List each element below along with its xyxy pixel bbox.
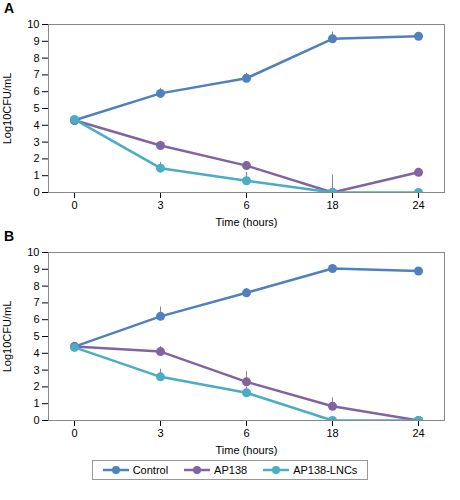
svg-text:4: 4	[33, 119, 39, 131]
svg-text:8: 8	[33, 280, 39, 292]
svg-text:5: 5	[33, 102, 39, 114]
svg-text:Time (hours): Time (hours)	[216, 216, 278, 228]
svg-text:9: 9	[33, 35, 39, 47]
svg-text:4: 4	[33, 347, 39, 359]
svg-text:3: 3	[33, 364, 39, 376]
svg-text:2: 2	[33, 380, 39, 392]
svg-text:9: 9	[33, 263, 39, 275]
svg-text:10: 10	[27, 246, 39, 258]
html-text:AP138: AP138	[214, 464, 248, 476]
svg-text:7: 7	[33, 296, 39, 308]
svg-text:0: 0	[33, 414, 39, 426]
svg-text:0: 0	[71, 427, 77, 439]
svg-text:7: 7	[33, 68, 39, 80]
svg-text:1: 1	[33, 397, 39, 409]
html-text:B: B	[4, 228, 15, 244]
html-text:AP138-LNCs: AP138-LNCs	[293, 464, 358, 476]
svg-text:2: 2	[33, 152, 39, 164]
svg-text:18: 18	[326, 199, 338, 211]
html-text:Control: Control	[132, 464, 169, 476]
svg-text:3: 3	[157, 199, 163, 211]
svg-text:Log10CFU/mL: Log10CFU/mL	[1, 301, 13, 373]
svg-text:0: 0	[71, 199, 77, 211]
svg-text:3: 3	[157, 427, 163, 439]
svg-text:Time (hours): Time (hours)	[216, 444, 278, 456]
svg-text:6: 6	[33, 313, 39, 325]
html-text:A: A	[4, 0, 15, 16]
svg-text:24: 24	[412, 427, 424, 439]
svg-text:Log10CFU/mL: Log10CFU/mL	[1, 73, 13, 145]
svg-text:18: 18	[326, 427, 338, 439]
svg-text:3: 3	[33, 136, 39, 148]
svg-text:5: 5	[33, 330, 39, 342]
svg-text:8: 8	[33, 52, 39, 64]
svg-text:6: 6	[33, 85, 39, 97]
svg-text:0: 0	[33, 186, 39, 198]
svg-text:24: 24	[412, 199, 424, 211]
svg-text:10: 10	[27, 18, 39, 30]
svg-text:6: 6	[243, 199, 249, 211]
svg-text:6: 6	[243, 427, 249, 439]
svg-text:1: 1	[33, 169, 39, 181]
